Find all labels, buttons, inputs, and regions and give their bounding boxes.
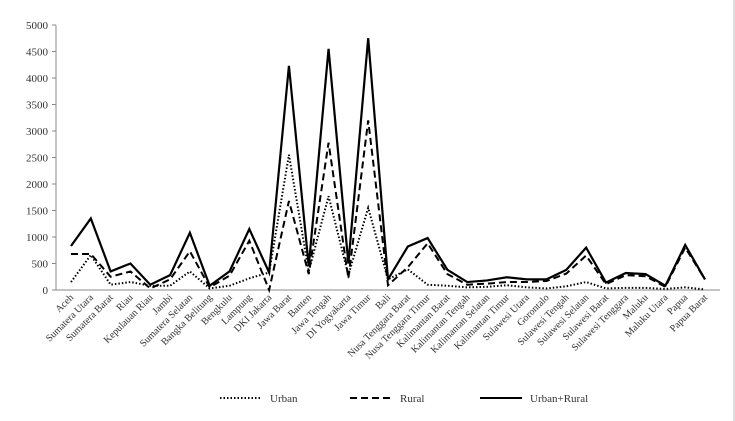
y-tick-label: 1000 bbox=[26, 232, 49, 244]
y-tick-label: 5000 bbox=[26, 20, 49, 32]
y-tick-label: 3500 bbox=[26, 100, 49, 112]
y-tick-label: 4500 bbox=[26, 47, 49, 59]
legend-label: Rural bbox=[400, 393, 424, 405]
series-line bbox=[70, 154, 706, 291]
legend-label: Urban bbox=[270, 393, 298, 405]
series-line bbox=[70, 38, 706, 288]
y-tick-label: 0 bbox=[43, 285, 49, 297]
y-tick-label: 3000 bbox=[26, 126, 49, 138]
y-tick-label: 2000 bbox=[26, 179, 49, 191]
y-tick-label: 500 bbox=[32, 259, 49, 271]
y-tick-label: 4000 bbox=[26, 73, 49, 85]
legend-label: Urban+Rural bbox=[530, 393, 588, 405]
series-line bbox=[71, 120, 706, 294]
y-tick-label: 2500 bbox=[26, 153, 49, 165]
y-tick-label: 1500 bbox=[26, 206, 49, 218]
